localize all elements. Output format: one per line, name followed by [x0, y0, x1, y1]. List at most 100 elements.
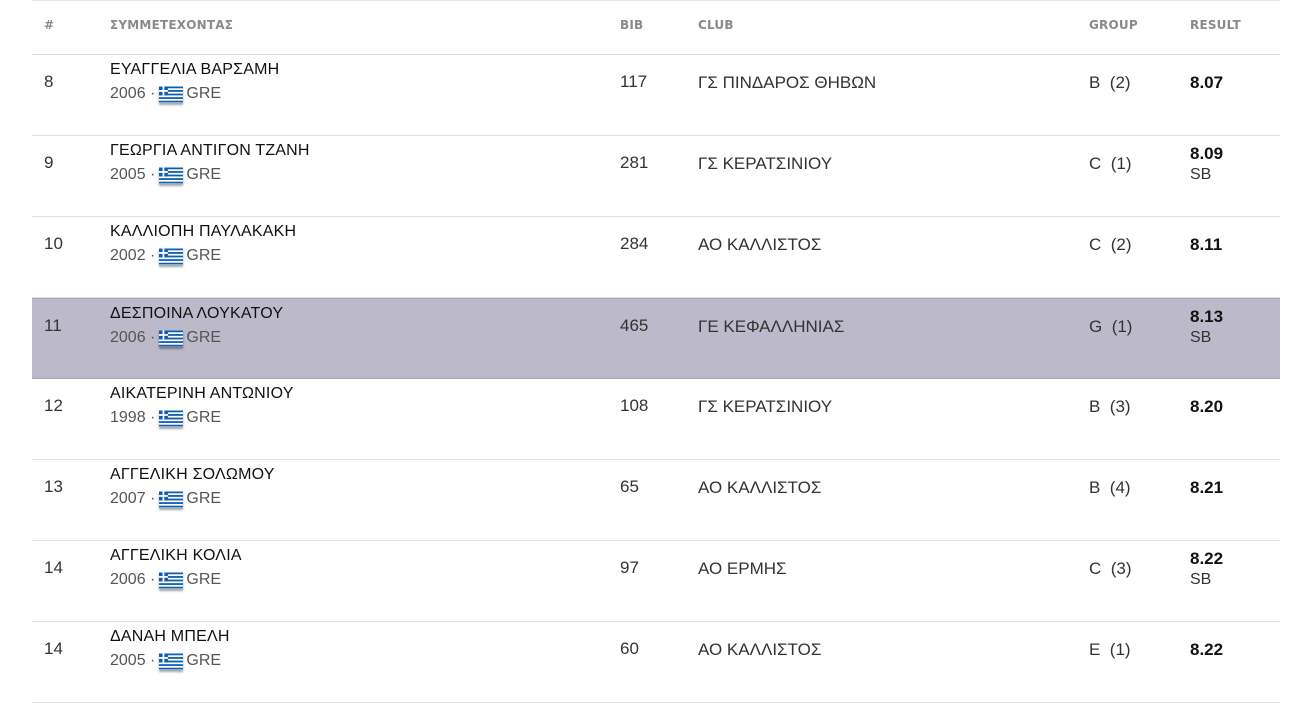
- separator-dot: ·: [145, 329, 156, 346]
- rank-cell: 11: [44, 316, 62, 335]
- group-cell: B (3): [1089, 397, 1131, 417]
- table-row[interactable]: 14 ΔΑΝΑΗ ΜΠΕΛΗ 2005 · GRE 60 ΑΟ ΚΑΛΛΙΣΤΟ…: [32, 622, 1280, 703]
- athlete-name[interactable]: ΑΓΓΕΛΙΚΗ ΣΟΛΩΜΟΥ: [110, 466, 275, 483]
- club-cell: ΑΟ ΚΑΛΛΙΣΤΟΣ: [698, 235, 822, 254]
- group-position: (2): [1109, 73, 1131, 92]
- bib-cell: 108: [620, 396, 649, 415]
- bib-cell: 465: [620, 316, 649, 335]
- group-position: (2): [1110, 235, 1132, 254]
- athlete-name[interactable]: ΕΥΑΓΓΕΛΙΑ ΒΑΡΣΑΜΗ: [110, 61, 280, 78]
- athlete-name[interactable]: ΔΕΣΠΟΙΝΑ ΛΟΥΚΑΤΟΥ: [110, 305, 284, 322]
- header-result: RESULT: [1190, 18, 1241, 32]
- group-cell: C (1): [1089, 154, 1132, 174]
- group-cell: C (2): [1089, 235, 1132, 255]
- table-body: 8 ΕΥΑΓΓΕΛΙΑ ΒΑΡΣΑΜΗ 2006 · GRE 117 ΓΣ ΠΙ…: [32, 55, 1280, 703]
- club-cell: ΓΕ ΚΕΦΑΛΛΗΝΙΑΣ: [698, 317, 845, 336]
- athlete-meta: 2006 · GRE: [110, 85, 221, 103]
- athlete-meta: 1998 · GRE: [110, 409, 221, 427]
- results-table: # ΣΥΜΜΕΤΕΧΟΝΤΑΣ BIB CLUB GROUP RESULT 8 …: [32, 0, 1280, 703]
- rank-cell: 14: [44, 639, 63, 658]
- athlete-name[interactable]: ΚΑΛΛΙΟΠΗ ΠΑΥΛΑΚΑΚΗ: [110, 223, 297, 240]
- group-cell: B (2): [1089, 73, 1131, 93]
- greece-flag-icon: [159, 167, 184, 183]
- group-position: (3): [1110, 559, 1132, 578]
- birth-year: 2006: [110, 85, 146, 102]
- table-row[interactable]: 11 ΔΕΣΠΟΙΝΑ ΛΟΥΚΑΤΟΥ 2006 · GRE 465 ΓΕ Κ…: [32, 298, 1280, 379]
- result-cell: 8.09: [1190, 144, 1224, 163]
- birth-year: 2007: [110, 490, 146, 507]
- separator-dot: ·: [145, 166, 156, 183]
- greece-flag-icon: [159, 653, 184, 669]
- country-code: GRE: [186, 329, 222, 346]
- table-row[interactable]: 8 ΕΥΑΓΓΕΛΙΑ ΒΑΡΣΑΜΗ 2006 · GRE 117 ΓΣ ΠΙ…: [32, 55, 1280, 136]
- athlete-name[interactable]: ΑΙΚΑΤΕΡΙΝΗ ΑΝΤΩΝΙΟΥ: [110, 385, 294, 402]
- result-note: SB: [1190, 166, 1212, 183]
- club-cell: ΑΟ ΕΡΜΗΣ: [698, 559, 787, 578]
- separator-dot: ·: [145, 652, 156, 669]
- athlete-name[interactable]: ΔΑΝΑΗ ΜΠΕΛΗ: [110, 628, 230, 645]
- header-athlete: ΣΥΜΜΕΤΕΧΟΝΤΑΣ: [110, 18, 234, 32]
- separator-dot: ·: [145, 85, 156, 102]
- greece-flag-icon: [159, 410, 184, 426]
- table-row[interactable]: 10 ΚΑΛΛΙΟΠΗ ΠΑΥΛΑΚΑΚΗ 2002 · GRE 284 ΑΟ …: [32, 217, 1280, 298]
- header-bib: BIB: [620, 18, 644, 32]
- group-cell: E (1): [1089, 640, 1131, 660]
- group-letter: B: [1089, 397, 1101, 416]
- athlete-meta: 2006 · GRE: [110, 329, 221, 347]
- table-row[interactable]: 14 ΑΓΓΕΛΙΚΗ ΚΟΛΙΑ 2006 · GRE 97 ΑΟ ΕΡΜΗΣ…: [32, 541, 1280, 622]
- rank-cell: 9: [44, 153, 54, 172]
- rank-cell: 8: [44, 72, 54, 91]
- birth-year: 2005: [110, 652, 146, 669]
- result-note: SB: [1190, 571, 1212, 588]
- athlete-name[interactable]: ΑΓΓΕΛΙΚΗ ΚΟΛΙΑ: [110, 547, 242, 564]
- separator-dot: ·: [145, 247, 156, 264]
- group-position: (1): [1110, 154, 1132, 173]
- rank-cell: 13: [44, 477, 63, 496]
- country-code: GRE: [186, 571, 222, 588]
- result-cell: 8.21: [1190, 478, 1224, 497]
- country-code: GRE: [186, 247, 222, 264]
- bib-cell: 65: [620, 477, 639, 496]
- group-letter: E: [1089, 640, 1101, 659]
- country-code: GRE: [186, 85, 222, 102]
- rank-cell: 10: [44, 234, 63, 253]
- athlete-meta: 2002 · GRE: [110, 247, 221, 265]
- table-row[interactable]: 13 ΑΓΓΕΛΙΚΗ ΣΟΛΩΜΟΥ 2007 · GRE 65 ΑΟ ΚΑΛ…: [32, 460, 1280, 541]
- country-code: GRE: [186, 490, 222, 507]
- result-cell: 8.07: [1190, 73, 1224, 92]
- result-cell: 8.13: [1190, 307, 1224, 326]
- group-letter: C: [1089, 559, 1102, 578]
- bib-cell: 284: [620, 234, 649, 253]
- header-group: GROUP: [1089, 18, 1138, 32]
- rank-cell: 12: [44, 396, 63, 415]
- result-cell: 8.20: [1190, 397, 1224, 416]
- table-header: # ΣΥΜΜΕΤΕΧΟΝΤΑΣ BIB CLUB GROUP RESULT: [32, 0, 1280, 55]
- table-row[interactable]: 12 ΑΙΚΑΤΕΡΙΝΗ ΑΝΤΩΝΙΟΥ 1998 · GRE 108 ΓΣ…: [32, 379, 1280, 460]
- greece-flag-icon: [159, 572, 184, 588]
- result-cell: 8.22: [1190, 640, 1224, 659]
- athlete-meta: 2007 · GRE: [110, 490, 221, 508]
- separator-dot: ·: [145, 571, 156, 588]
- club-cell: ΓΣ ΠΙΝΔΑΡΟΣ ΘΗΒΩΝ: [698, 73, 877, 92]
- athlete-name[interactable]: ΓΕΩΡΓΙΑ ΑΝΤΙΓΟΝ ΤΖΑΝΗ: [110, 142, 310, 159]
- birth-year: 1998: [110, 409, 146, 426]
- group-position: (1): [1111, 317, 1133, 336]
- header-rank: #: [44, 18, 55, 32]
- birth-year: 2006: [110, 571, 146, 588]
- group-letter: B: [1089, 478, 1101, 497]
- bib-cell: 60: [620, 639, 639, 658]
- table-row[interactable]: 9 ΓΕΩΡΓΙΑ ΑΝΤΙΓΟΝ ΤΖΑΝΗ 2005 · GRE 281 Γ…: [32, 136, 1280, 217]
- group-letter: C: [1089, 235, 1102, 254]
- rank-cell: 14: [44, 558, 63, 577]
- greece-flag-icon: [159, 86, 184, 102]
- athlete-meta: 2005 · GRE: [110, 166, 221, 184]
- group-letter: C: [1089, 154, 1102, 173]
- athlete-meta: 2006 · GRE: [110, 571, 221, 589]
- birth-year: 2005: [110, 166, 146, 183]
- country-code: GRE: [186, 409, 222, 426]
- club-cell: ΓΣ ΚΕΡΑΤΣΙΝΙΟΥ: [698, 397, 833, 416]
- bib-cell: 117: [620, 72, 648, 91]
- group-position: (1): [1109, 640, 1131, 659]
- group-cell: G (1): [1089, 317, 1132, 337]
- country-code: GRE: [186, 166, 222, 183]
